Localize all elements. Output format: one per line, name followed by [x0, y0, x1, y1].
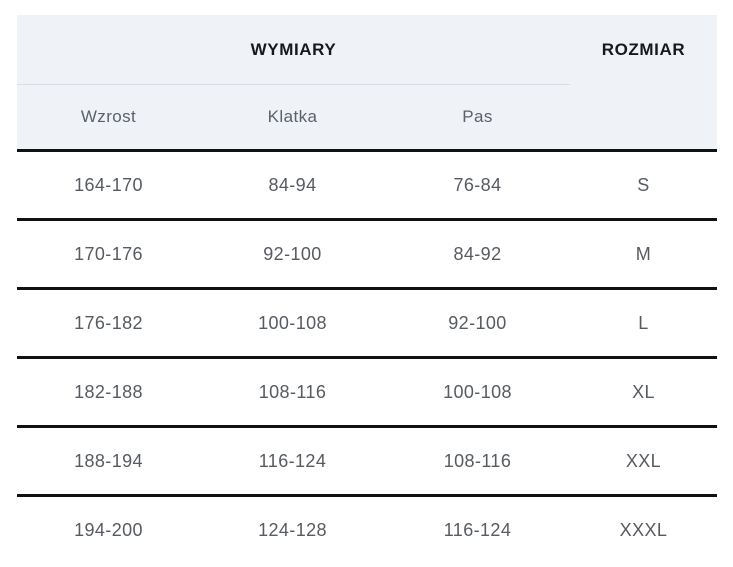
cell-rozmiar: XL — [632, 381, 655, 402]
size-chart-table: WYMIARY ROZMIAR Wzrost Klatka Pas 164-17… — [17, 15, 717, 563]
table-row-l: 176-182 100-108 92-100 L — [17, 290, 717, 359]
table-row-xxl: 188-194 116-124 108-116 XXL — [17, 428, 717, 497]
cell-pas: 100-108 — [443, 381, 512, 402]
table-header: WYMIARY ROZMIAR Wzrost Klatka Pas — [17, 15, 717, 152]
cell-rozmiar: S — [637, 174, 650, 195]
cell-wzrost: 164-170 — [74, 174, 143, 195]
cell-wzrost: 176-182 — [74, 312, 143, 333]
cell-klatka: 92-100 — [263, 243, 322, 264]
cell-klatka: 108-116 — [258, 381, 327, 402]
cell-wzrost: 188-194 — [74, 450, 143, 471]
cell-rozmiar: XXXL — [619, 519, 668, 540]
cell-wzrost: 182-188 — [74, 381, 143, 402]
table-row-xl: 182-188 108-116 100-108 XL — [17, 359, 717, 428]
column-header-klatka: Klatka — [267, 107, 318, 126]
cell-pas: 92-100 — [448, 312, 507, 333]
table-row-m: 170-176 92-100 84-92 M — [17, 221, 717, 290]
cell-pas: 84-92 — [453, 243, 502, 264]
cell-klatka: 124-128 — [258, 519, 327, 540]
cell-wzrost: 170-176 — [74, 243, 143, 264]
header-spacer — [570, 85, 717, 149]
cell-rozmiar: L — [638, 312, 649, 333]
cell-wzrost: 194-200 — [74, 519, 143, 540]
column-header-wzrost: Wzrost — [80, 107, 137, 126]
table-row-xxxl: 194-200 124-128 116-124 XXXL — [17, 497, 717, 563]
cell-pas: 76-84 — [453, 174, 502, 195]
table-row-s: 164-170 84-94 76-84 S — [17, 152, 717, 221]
cell-klatka: 84-94 — [268, 174, 317, 195]
table-body: 164-170 84-94 76-84 S 170-176 92-100 84-… — [17, 152, 717, 563]
cell-pas: 108-116 — [443, 450, 512, 471]
column-group-wymiary: WYMIARY — [17, 15, 570, 85]
cell-rozmiar: M — [635, 243, 652, 264]
cell-pas: 116-124 — [443, 519, 512, 540]
cell-klatka: 116-124 — [258, 450, 327, 471]
cell-rozmiar: XXL — [625, 450, 662, 471]
cell-klatka: 100-108 — [258, 312, 327, 333]
column-header-rozmiar: ROZMIAR — [601, 40, 686, 59]
column-header-pas: Pas — [462, 107, 493, 126]
